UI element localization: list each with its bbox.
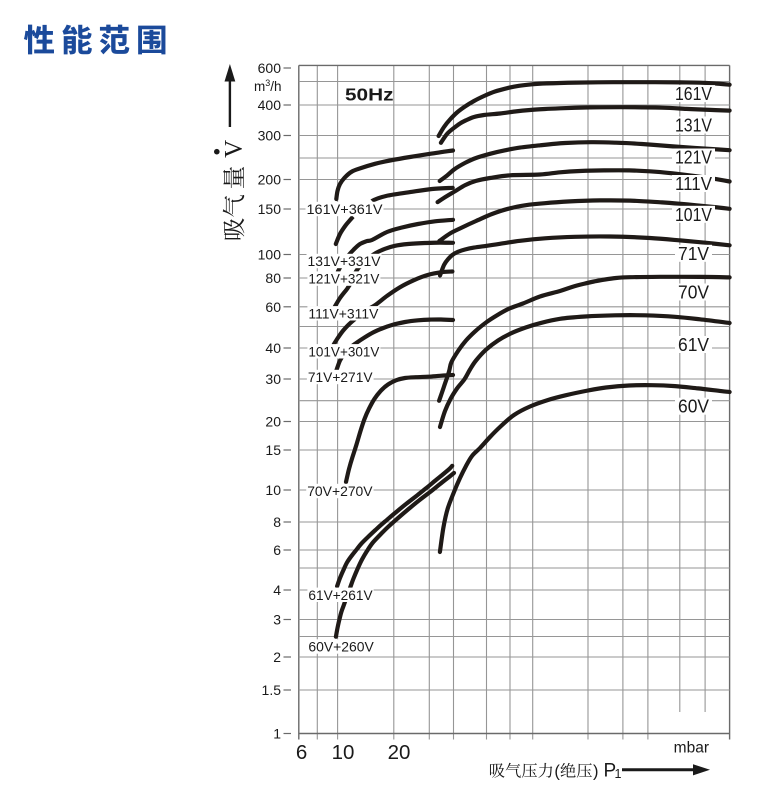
svg-text:m3/h: m3/h — [254, 78, 282, 94]
svg-text:V: V — [221, 140, 248, 158]
svg-text:60V: 60V — [678, 396, 710, 417]
svg-text:101V: 101V — [675, 204, 713, 225]
svg-text:121V+321V: 121V+321V — [308, 271, 380, 287]
svg-text:70V+270V: 70V+270V — [307, 483, 373, 499]
svg-text:600: 600 — [258, 60, 282, 76]
svg-text:(: ( — [554, 763, 560, 781]
svg-text:2: 2 — [273, 649, 281, 665]
svg-text:161V+361V: 161V+361V — [307, 201, 384, 217]
svg-text:20: 20 — [265, 414, 281, 430]
svg-text:6: 6 — [273, 542, 281, 558]
svg-text:61V+261V: 61V+261V — [308, 587, 373, 603]
svg-text:200: 200 — [258, 172, 282, 188]
svg-text:10: 10 — [332, 741, 355, 764]
svg-text:61V: 61V — [678, 334, 710, 355]
svg-text:161V: 161V — [675, 83, 713, 104]
svg-text:1: 1 — [273, 726, 281, 742]
svg-text:30: 30 — [265, 371, 281, 387]
svg-text:121V: 121V — [675, 147, 713, 168]
svg-text:): ) — [593, 763, 599, 781]
svg-text:150: 150 — [258, 201, 282, 217]
svg-text:P: P — [604, 761, 617, 782]
svg-text:131V+331V: 131V+331V — [308, 253, 382, 269]
svg-text:71V+271V: 71V+271V — [308, 369, 373, 385]
svg-text:10: 10 — [265, 482, 281, 498]
svg-text:4: 4 — [273, 582, 281, 598]
svg-text:101V+301V: 101V+301V — [308, 343, 380, 359]
svg-text:20: 20 — [388, 741, 411, 764]
svg-text:3: 3 — [273, 612, 281, 628]
svg-text:400: 400 — [258, 97, 282, 113]
svg-text:8: 8 — [273, 514, 281, 530]
svg-text:111V+311V: 111V+311V — [308, 305, 379, 321]
svg-text:6: 6 — [296, 741, 307, 764]
svg-text:50Hz: 50Hz — [345, 85, 394, 105]
svg-text:100: 100 — [258, 247, 282, 263]
svg-text:131V: 131V — [675, 115, 713, 136]
svg-text:71V: 71V — [678, 243, 710, 264]
svg-text:70V: 70V — [678, 282, 710, 303]
svg-text:mbar: mbar — [674, 740, 709, 757]
svg-text:80: 80 — [265, 270, 281, 286]
svg-text:1.5: 1.5 — [262, 682, 282, 698]
svg-text:60V+260V: 60V+260V — [308, 639, 374, 655]
svg-text:300: 300 — [258, 128, 282, 144]
svg-text:60: 60 — [265, 299, 281, 315]
svg-text:111V: 111V — [675, 173, 713, 194]
svg-text:40: 40 — [265, 340, 281, 356]
svg-text:15: 15 — [265, 442, 281, 458]
svg-text:1: 1 — [615, 767, 622, 781]
